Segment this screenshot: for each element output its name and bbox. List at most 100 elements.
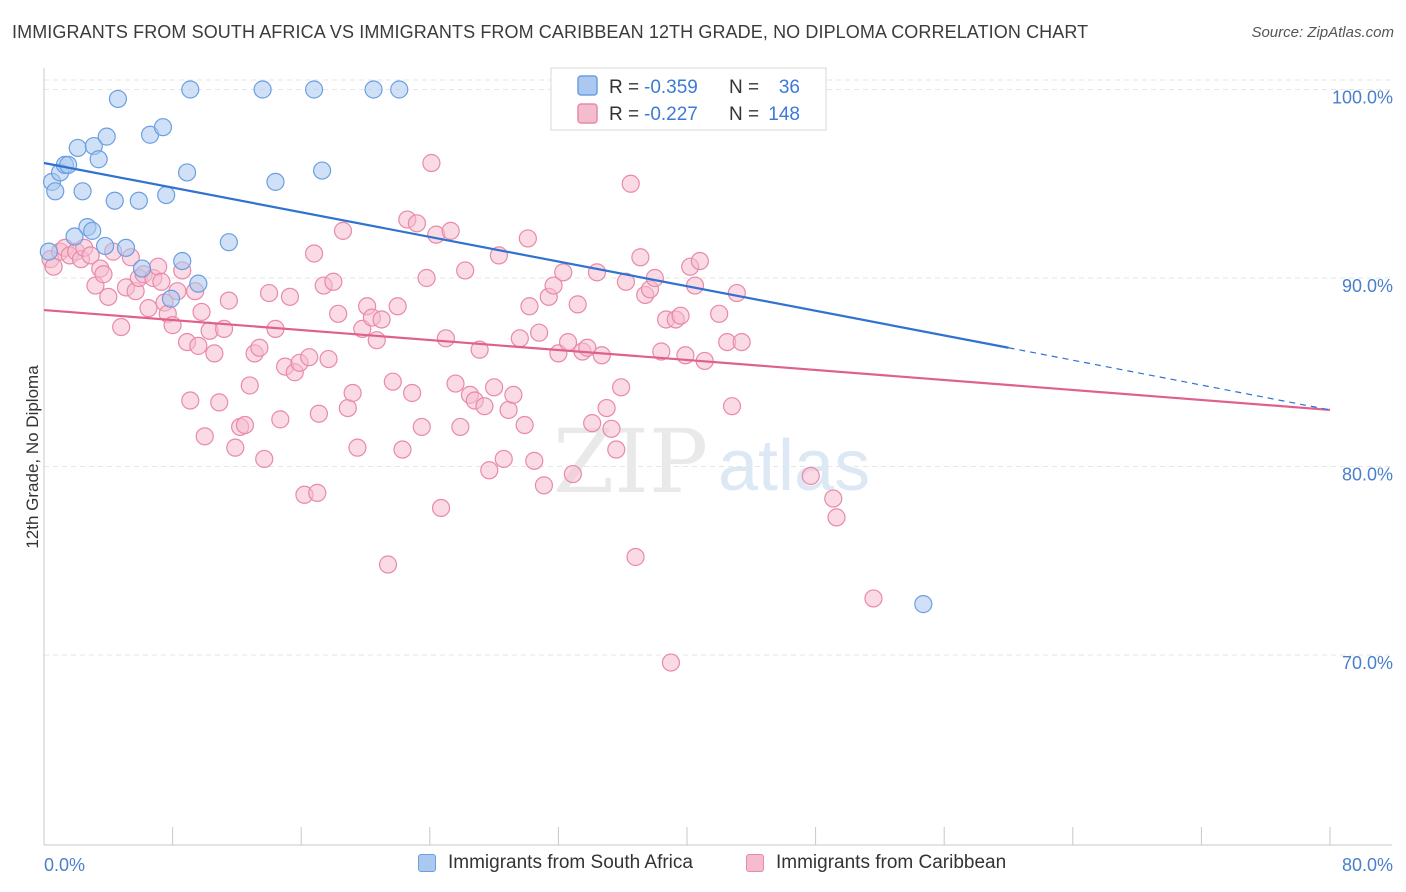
- caribbean-point: [621, 174, 640, 193]
- caribbean-point: [407, 214, 427, 233]
- caribbean-point: [530, 323, 549, 342]
- caribbean-point: [333, 221, 353, 240]
- watermark: ZIP atlas: [553, 410, 870, 513]
- caribbean-point: [329, 304, 348, 323]
- caribbean-point: [192, 302, 211, 322]
- south-africa-point: [73, 182, 92, 201]
- caribbean-point: [568, 295, 587, 314]
- legend-n-label-2: N =: [729, 104, 759, 125]
- caribbean-point: [309, 404, 328, 423]
- caribbean-point: [480, 461, 499, 480]
- caribbean-point: [372, 310, 391, 329]
- y-tick-label: 90.0%: [1342, 276, 1393, 296]
- caribbean-point: [235, 415, 255, 435]
- south-africa-point: [95, 236, 115, 256]
- caribbean-point: [824, 489, 843, 508]
- south-africa-point: [189, 274, 208, 293]
- legend-r-value-2: -0.227: [644, 104, 698, 125]
- south-africa-point: [390, 80, 409, 99]
- caribbean-point: [597, 398, 616, 418]
- caribbean-point: [475, 397, 494, 416]
- south-africa-point: [39, 242, 58, 261]
- caribbean-point: [456, 261, 475, 280]
- south-africa-point: [46, 182, 65, 201]
- caribbean-point: [44, 257, 63, 276]
- caribbean-point: [250, 338, 269, 357]
- legend-swatch-south-africa: [418, 854, 436, 872]
- south-africa-point: [108, 89, 128, 109]
- caribbean-point: [504, 385, 523, 404]
- caribbean-point: [611, 378, 631, 397]
- grid-lines: [44, 79, 1392, 656]
- south-africa-point: [153, 118, 173, 137]
- caribbean-point: [602, 419, 621, 438]
- caribbean-point: [81, 246, 100, 265]
- south-africa-point: [97, 127, 116, 146]
- legend-r-label-1: R =: [609, 77, 639, 98]
- legend-label-south-africa: Immigrants from South Africa: [448, 852, 693, 873]
- south-africa-point: [116, 238, 136, 257]
- caribbean-point: [563, 464, 582, 484]
- caribbean-point: [520, 297, 539, 316]
- caribbean-point: [112, 317, 131, 337]
- caribbean-point: [189, 336, 208, 355]
- south-africa-point: [89, 150, 108, 169]
- caribbean-point: [412, 417, 431, 437]
- south-africa-point: [132, 259, 152, 278]
- caribbean-point: [210, 393, 229, 412]
- caribbean-point: [732, 332, 751, 352]
- caribbean-point: [690, 251, 709, 271]
- legend-n-label-1: N =: [729, 77, 759, 98]
- south-africa-trend-line: [43, 161, 1009, 349]
- legend-swatch-pink: [577, 103, 598, 124]
- legend-swatch-caribbean: [746, 854, 764, 872]
- south-africa-point: [83, 221, 102, 240]
- caribbean-point: [280, 287, 300, 306]
- caribbean-point: [383, 372, 402, 391]
- south-africa-trend-extension: [1008, 347, 1331, 411]
- caribbean-point: [652, 342, 671, 361]
- caribbean-point: [631, 248, 650, 267]
- caribbean-point: [94, 265, 113, 284]
- south-africa-point: [105, 191, 124, 210]
- south-africa-point: [219, 233, 238, 252]
- caribbean-point: [827, 508, 846, 527]
- caribbean-point: [226, 438, 245, 457]
- legend-item-south-africa[interactable]: Immigrants from South Africa: [418, 852, 693, 874]
- south-africa-point: [304, 80, 324, 99]
- caribbean-point: [240, 376, 259, 395]
- caribbean-point: [558, 332, 578, 352]
- caribbean-point: [607, 440, 626, 459]
- caribbean-point: [367, 331, 386, 350]
- caribbean-point: [616, 272, 636, 291]
- caribbean-point: [255, 449, 274, 469]
- caribbean-point: [393, 440, 412, 459]
- watermark-zip: ZIP: [553, 410, 708, 513]
- caribbean-point: [441, 221, 460, 240]
- watermark-atlas: atlas: [718, 426, 870, 506]
- y-tick-label: 100.0%: [1332, 88, 1393, 108]
- south-africa-point: [59, 155, 78, 174]
- trend-lines: [43, 161, 1331, 412]
- caribbean-point: [271, 410, 290, 429]
- y-tick-label: 80.0%: [1342, 465, 1393, 485]
- south-africa-point: [181, 80, 200, 99]
- south-africa-point: [253, 80, 272, 99]
- south-africa-point: [266, 172, 285, 191]
- caribbean-point: [722, 397, 742, 416]
- south-africa-point: [161, 289, 181, 308]
- caribbean-point: [534, 476, 554, 495]
- caribbean-point: [99, 287, 118, 306]
- legend-item-caribbean[interactable]: Immigrants from Caribbean: [746, 852, 1006, 874]
- caribbean-point: [727, 283, 746, 303]
- axes: [43, 68, 1392, 846]
- legend-box: R = -0.359 N = 36 R = -0.227 N = 148: [550, 67, 827, 131]
- source-label: Source: ZipAtlas.com: [1251, 24, 1394, 41]
- south-africa-point: [914, 595, 933, 614]
- caribbean-point: [181, 391, 200, 410]
- caribbean-point: [422, 153, 441, 173]
- caribbean-point: [343, 383, 362, 403]
- caribbean-point: [485, 378, 504, 397]
- caribbean-point: [149, 257, 168, 276]
